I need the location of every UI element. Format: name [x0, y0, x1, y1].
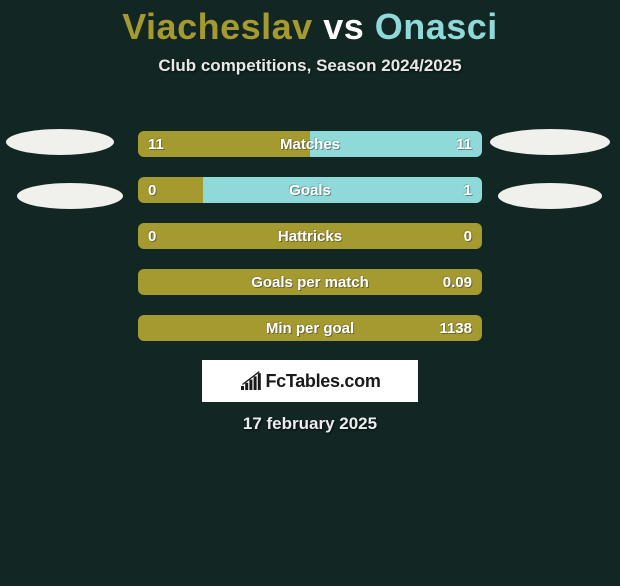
- stat-label: Min per goal: [138, 315, 482, 341]
- team-logo-right-1: [490, 129, 610, 155]
- team-logo-left-1: [6, 129, 114, 155]
- stat-label: Matches: [138, 131, 482, 157]
- vs-separator: vs: [323, 6, 364, 47]
- stat-right-value: 0.09: [443, 269, 472, 295]
- fctables-logo-text: FcTables.com: [265, 371, 380, 392]
- subtitle: Club competitions, Season 2024/2025: [0, 56, 620, 76]
- page-title: Viacheslav vs Onasci: [0, 6, 620, 48]
- stat-right-value: 1: [464, 177, 472, 203]
- stat-row: Goals per match0.09: [138, 269, 482, 295]
- stat-row: Min per goal1138: [138, 315, 482, 341]
- stat-label: Hattricks: [138, 223, 482, 249]
- comparison-bars: 11Matches110Goals10Hattricks0Goals per m…: [138, 131, 482, 361]
- team-logo-left-2: [17, 183, 123, 209]
- stat-row: 0Hattricks0: [138, 223, 482, 249]
- date-label: 17 february 2025: [0, 414, 620, 434]
- bar-chart-icon: [239, 370, 261, 392]
- team-logo-right-2: [498, 183, 602, 209]
- stat-right-value: 0: [464, 223, 472, 249]
- stat-label: Goals per match: [138, 269, 482, 295]
- stat-right-value: 1138: [439, 315, 472, 341]
- fctables-logo: FcTables.com: [202, 360, 418, 402]
- player-right-name: Onasci: [375, 6, 498, 47]
- stat-label: Goals: [138, 177, 482, 203]
- stat-right-value: 11: [456, 131, 472, 157]
- stat-row: 0Goals1: [138, 177, 482, 203]
- stat-row: 11Matches11: [138, 131, 482, 157]
- player-left-name: Viacheslav: [122, 6, 312, 47]
